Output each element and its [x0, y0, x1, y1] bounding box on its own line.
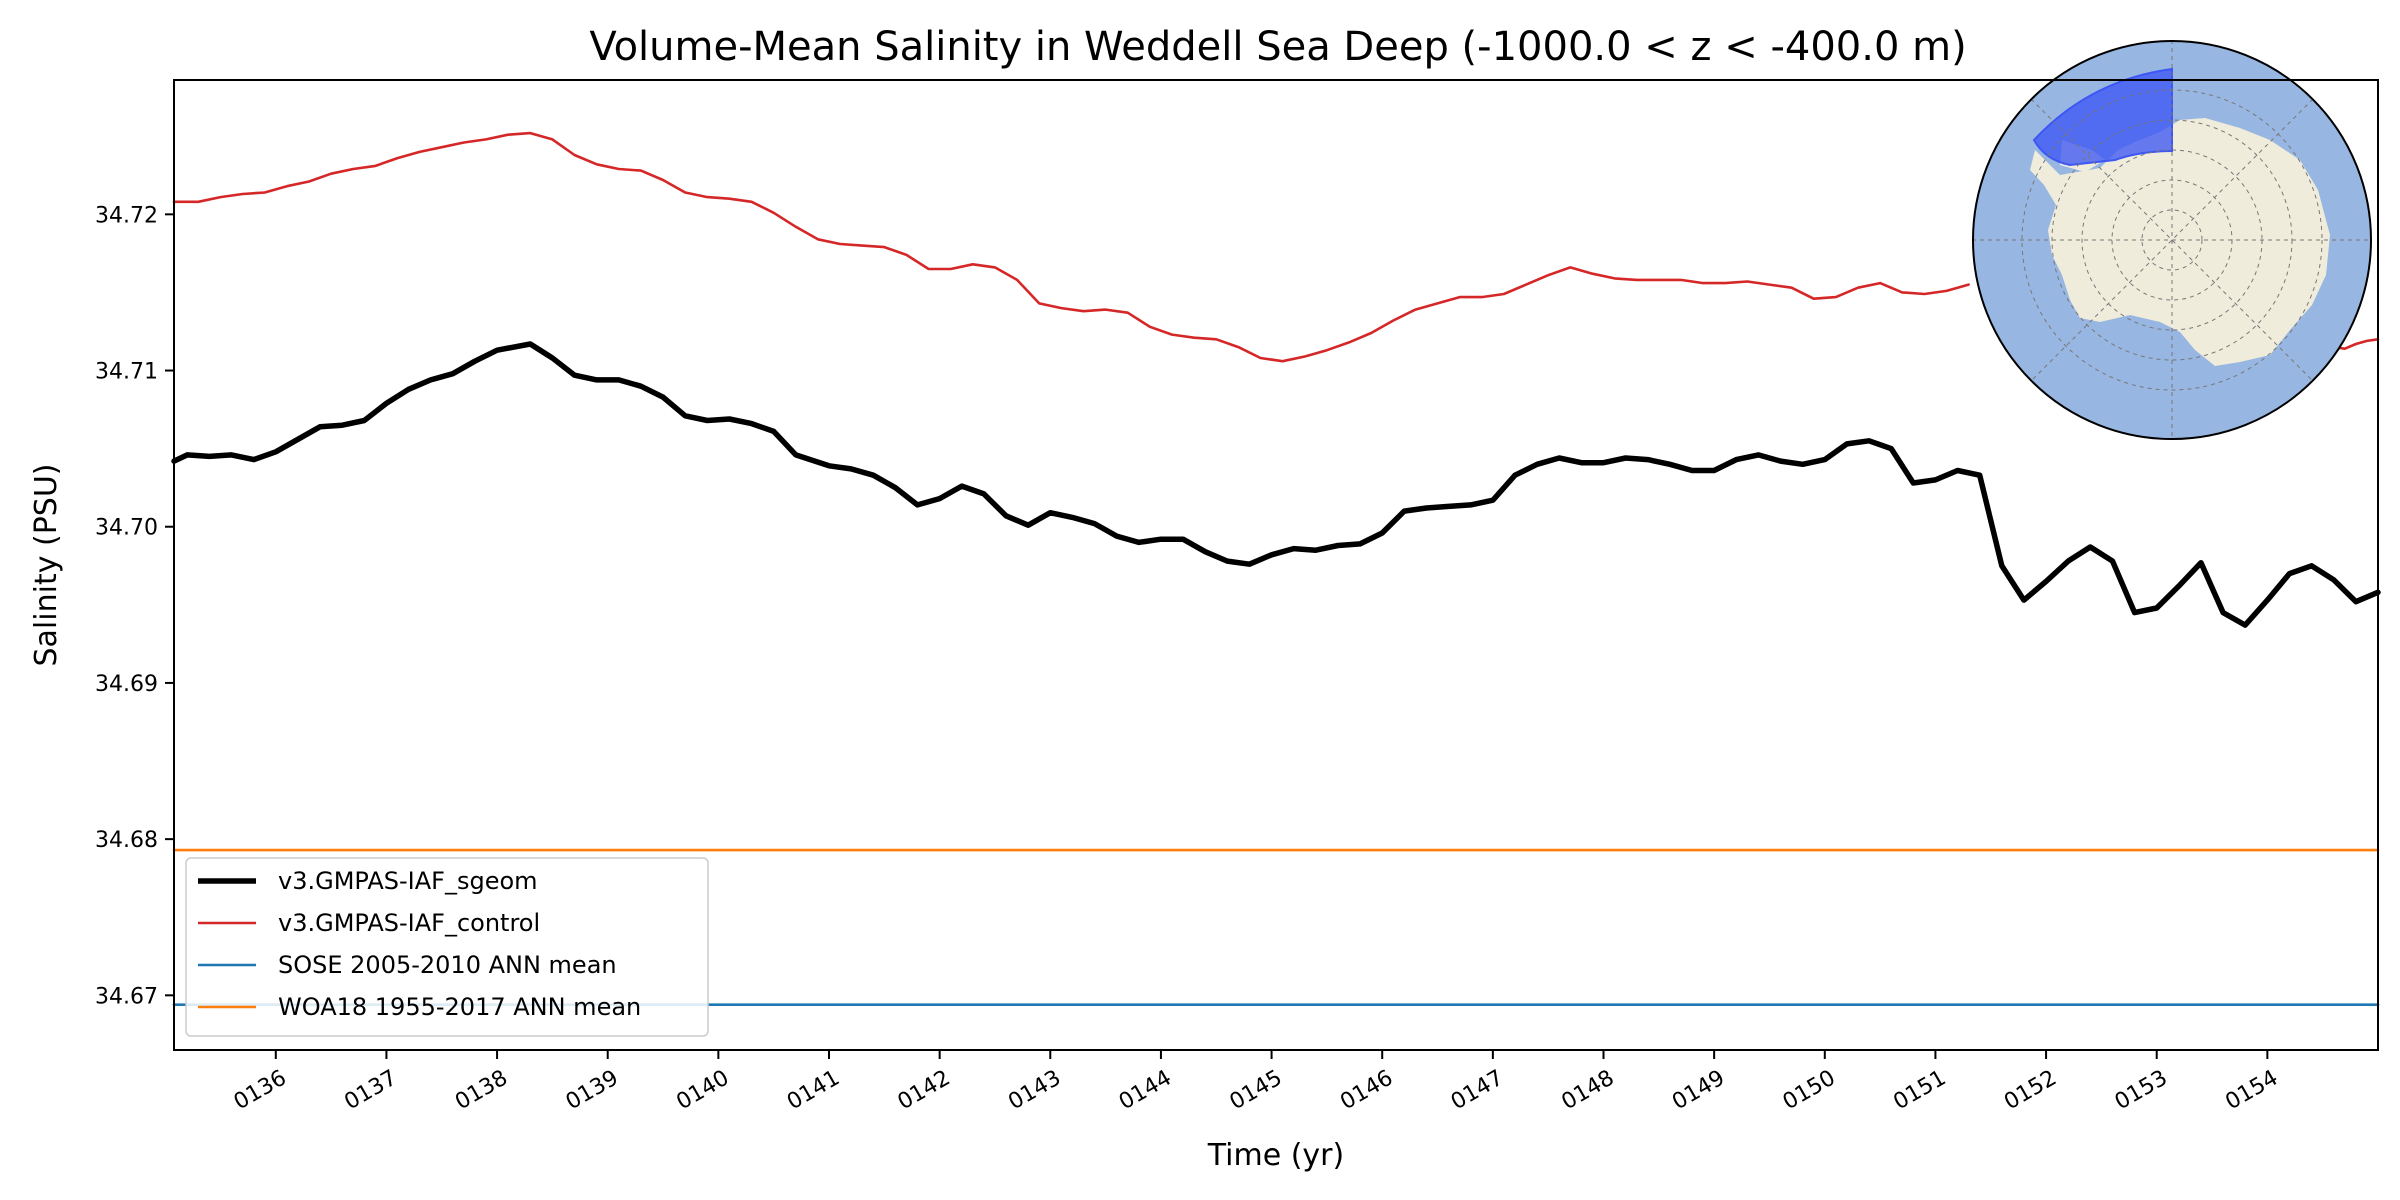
legend-label: v3.GMPAS-IAF_sgeom: [278, 867, 538, 895]
series-line-0: [171, 341, 2381, 628]
series-line-1: [172, 131, 1970, 363]
inset-graticule: [1973, 41, 2371, 439]
y-axis-ticks: 34.67 34.68 34.69 34.70 34.71 34.72: [95, 203, 174, 1009]
y-tick-label: 34.69: [95, 672, 158, 697]
legend-label: SOSE 2005-2010 ANN mean: [278, 951, 617, 979]
legend-label: WOA18 1955-2017 ANN mean: [278, 993, 641, 1021]
inset-map-antarctica: [1972, 40, 2372, 440]
inset-weddell-region: [2032, 67, 2173, 167]
y-tick-label: 34.70: [95, 516, 158, 541]
inset-border: [1972, 40, 2372, 440]
y-tick-label: 34.72: [95, 203, 158, 228]
chart-title: Volume-Mean Salinity in Weddell Sea Deep…: [589, 24, 1966, 70]
y-axis-label: Salinity (PSU): [29, 464, 64, 667]
legend-label: v3.GMPAS-IAF_control: [278, 909, 540, 937]
y-tick-label: 34.71: [95, 360, 158, 385]
legend: v3.GMPAS-IAF_sgeom v3.GMPAS-IAF_control SO…: [185, 857, 709, 1037]
y-tick-label: 34.67: [95, 984, 158, 1009]
y-tick-label: 34.68: [95, 828, 158, 853]
plot-frame: [173, 79, 2379, 1051]
legend-box: [185, 857, 709, 1037]
x-axis-label: Time (yr): [1207, 1138, 1344, 1173]
